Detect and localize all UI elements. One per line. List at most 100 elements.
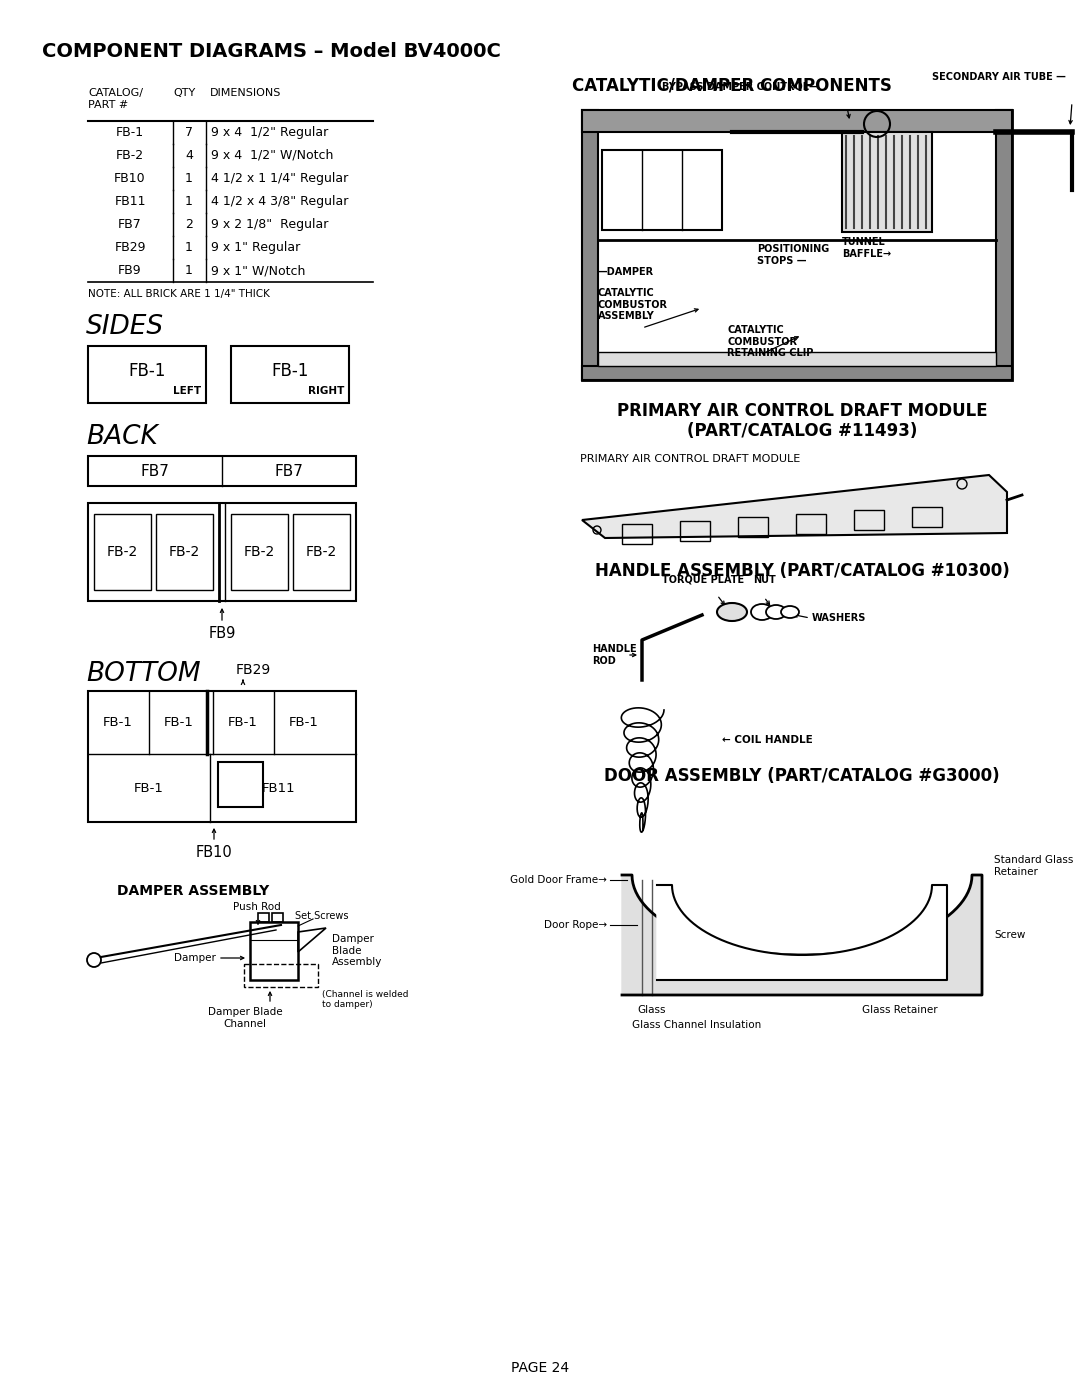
- Text: FB11: FB11: [114, 196, 146, 208]
- Text: CATALYTIC
COMBUSTOR
RETAINING CLIP: CATALYTIC COMBUSTOR RETAINING CLIP: [727, 326, 813, 358]
- Text: 9 x 4  1/2" Regular: 9 x 4 1/2" Regular: [211, 126, 328, 138]
- Text: BACK: BACK: [86, 425, 158, 450]
- Bar: [680, 521, 710, 541]
- Bar: [244, 964, 318, 988]
- Bar: [293, 514, 350, 590]
- Bar: [622, 524, 652, 543]
- Text: DIMENSIONS: DIMENSIONS: [210, 88, 282, 98]
- Text: SECONDARY AIR TUBE —: SECONDARY AIR TUBE —: [932, 73, 1066, 82]
- Bar: [231, 346, 349, 402]
- Text: FB7: FB7: [118, 218, 141, 231]
- Bar: [258, 914, 269, 922]
- Bar: [854, 510, 885, 529]
- Text: FB9: FB9: [118, 264, 141, 277]
- Bar: [582, 110, 598, 380]
- Ellipse shape: [781, 606, 799, 617]
- Text: FB-1: FB-1: [289, 715, 319, 728]
- Text: FB-1: FB-1: [129, 362, 165, 380]
- Polygon shape: [622, 875, 982, 995]
- Text: Glass Channel Insulation: Glass Channel Insulation: [632, 1020, 761, 1030]
- Text: PAGE 24: PAGE 24: [511, 1361, 569, 1375]
- Text: SIDES: SIDES: [86, 314, 164, 339]
- Text: 9 x 4  1/2" W/Notch: 9 x 4 1/2" W/Notch: [211, 149, 334, 162]
- Text: 4 1/2 x 4 3/8" Regular: 4 1/2 x 4 3/8" Regular: [211, 196, 349, 208]
- Text: —DAMPER: —DAMPER: [598, 267, 654, 277]
- Text: CATALYTIC
COMBUSTOR
ASSEMBLY: CATALYTIC COMBUSTOR ASSEMBLY: [598, 288, 669, 321]
- Text: Glass Retainer: Glass Retainer: [862, 1004, 937, 1016]
- Text: FB9: FB9: [208, 626, 235, 641]
- Text: 2: 2: [185, 218, 193, 231]
- Bar: [582, 110, 1012, 380]
- Text: NOTE: ALL BRICK ARE 1 1/4" THICK: NOTE: ALL BRICK ARE 1 1/4" THICK: [87, 289, 270, 299]
- Text: BOTTOM: BOTTOM: [86, 661, 201, 687]
- Text: FB-2: FB-2: [243, 545, 274, 559]
- Text: 4 1/2 x 1 1/4" Regular: 4 1/2 x 1 1/4" Regular: [211, 172, 348, 184]
- Text: PRIMARY AIR CONTROL DRAFT MODULE: PRIMARY AIR CONTROL DRAFT MODULE: [580, 454, 800, 464]
- Bar: [796, 514, 826, 534]
- Text: 9 x 2 1/8"  Regular: 9 x 2 1/8" Regular: [211, 218, 328, 231]
- Text: CATALYTIC/DAMPER COMPONENTS: CATALYTIC/DAMPER COMPONENTS: [572, 75, 892, 94]
- Polygon shape: [657, 886, 947, 981]
- Text: FB-1: FB-1: [134, 781, 164, 795]
- Polygon shape: [582, 475, 1007, 538]
- Text: FB29: FB29: [237, 664, 271, 678]
- Text: FB7: FB7: [140, 464, 170, 479]
- Text: FB10: FB10: [114, 172, 146, 184]
- Text: 1: 1: [185, 242, 193, 254]
- Bar: [912, 507, 942, 527]
- Text: Damper Blade
Channel: Damper Blade Channel: [207, 1007, 282, 1028]
- Text: 1: 1: [185, 196, 193, 208]
- Text: FB-2: FB-2: [306, 545, 337, 559]
- Bar: [87, 346, 206, 402]
- Bar: [94, 514, 151, 590]
- Ellipse shape: [717, 604, 747, 622]
- Bar: [582, 366, 1012, 380]
- Text: FB-2: FB-2: [116, 149, 144, 162]
- Bar: [87, 503, 356, 601]
- Text: HANDLE
ROD: HANDLE ROD: [592, 644, 636, 666]
- Text: (Channel is welded
to damper): (Channel is welded to damper): [322, 990, 408, 1010]
- Text: PRIMARY AIR CONTROL DRAFT MODULE: PRIMARY AIR CONTROL DRAFT MODULE: [617, 402, 987, 420]
- Text: FB-1: FB-1: [116, 126, 144, 138]
- Text: LEFT: LEFT: [173, 386, 201, 395]
- Bar: [738, 517, 768, 536]
- Bar: [598, 352, 996, 366]
- Text: FB11: FB11: [262, 781, 296, 795]
- Bar: [156, 514, 213, 590]
- Text: FB-2: FB-2: [106, 545, 137, 559]
- Text: FB-1: FB-1: [103, 715, 133, 728]
- Bar: [602, 149, 723, 231]
- Bar: [87, 692, 356, 821]
- Text: FB-2: FB-2: [168, 545, 200, 559]
- Text: Set Screws: Set Screws: [295, 911, 349, 921]
- Text: 9 x 1" Regular: 9 x 1" Regular: [211, 242, 300, 254]
- Text: QTY: QTY: [173, 88, 195, 98]
- Bar: [996, 110, 1012, 380]
- Text: FB-1: FB-1: [271, 362, 309, 380]
- Bar: [582, 366, 1012, 380]
- Bar: [582, 110, 1012, 131]
- Text: DAMPER ASSEMBLY: DAMPER ASSEMBLY: [117, 884, 269, 898]
- Text: 9 x 1" W/Notch: 9 x 1" W/Notch: [211, 264, 306, 277]
- Text: BYPASS DAMPER CONTROL—: BYPASS DAMPER CONTROL—: [662, 82, 819, 92]
- Text: Screw: Screw: [994, 930, 1025, 940]
- Text: TUNNEL
BAFFLE→: TUNNEL BAFFLE→: [842, 237, 891, 258]
- Bar: [249, 922, 298, 981]
- Text: Door Rope→: Door Rope→: [544, 921, 607, 930]
- Text: 1: 1: [185, 172, 193, 184]
- Bar: [582, 110, 598, 380]
- Text: ← COIL HANDLE: ← COIL HANDLE: [723, 735, 813, 745]
- Text: HANDLE ASSEMBLY (PART/CATALOG #10300): HANDLE ASSEMBLY (PART/CATALOG #10300): [595, 562, 1010, 580]
- Text: FB-1: FB-1: [228, 715, 258, 728]
- Text: FB7: FB7: [274, 464, 303, 479]
- Bar: [582, 110, 1012, 131]
- Bar: [842, 131, 932, 232]
- Text: POSITIONING
STOPS —: POSITIONING STOPS —: [757, 244, 829, 265]
- Text: CATALOG/
PART #: CATALOG/ PART #: [87, 88, 143, 109]
- Bar: [231, 514, 288, 590]
- Text: Damper
Blade
Assembly: Damper Blade Assembly: [332, 935, 382, 967]
- Ellipse shape: [751, 604, 773, 620]
- Text: 4: 4: [185, 149, 193, 162]
- Text: 7: 7: [185, 126, 193, 138]
- Text: (PART/CATALOG #11493): (PART/CATALOG #11493): [687, 422, 917, 440]
